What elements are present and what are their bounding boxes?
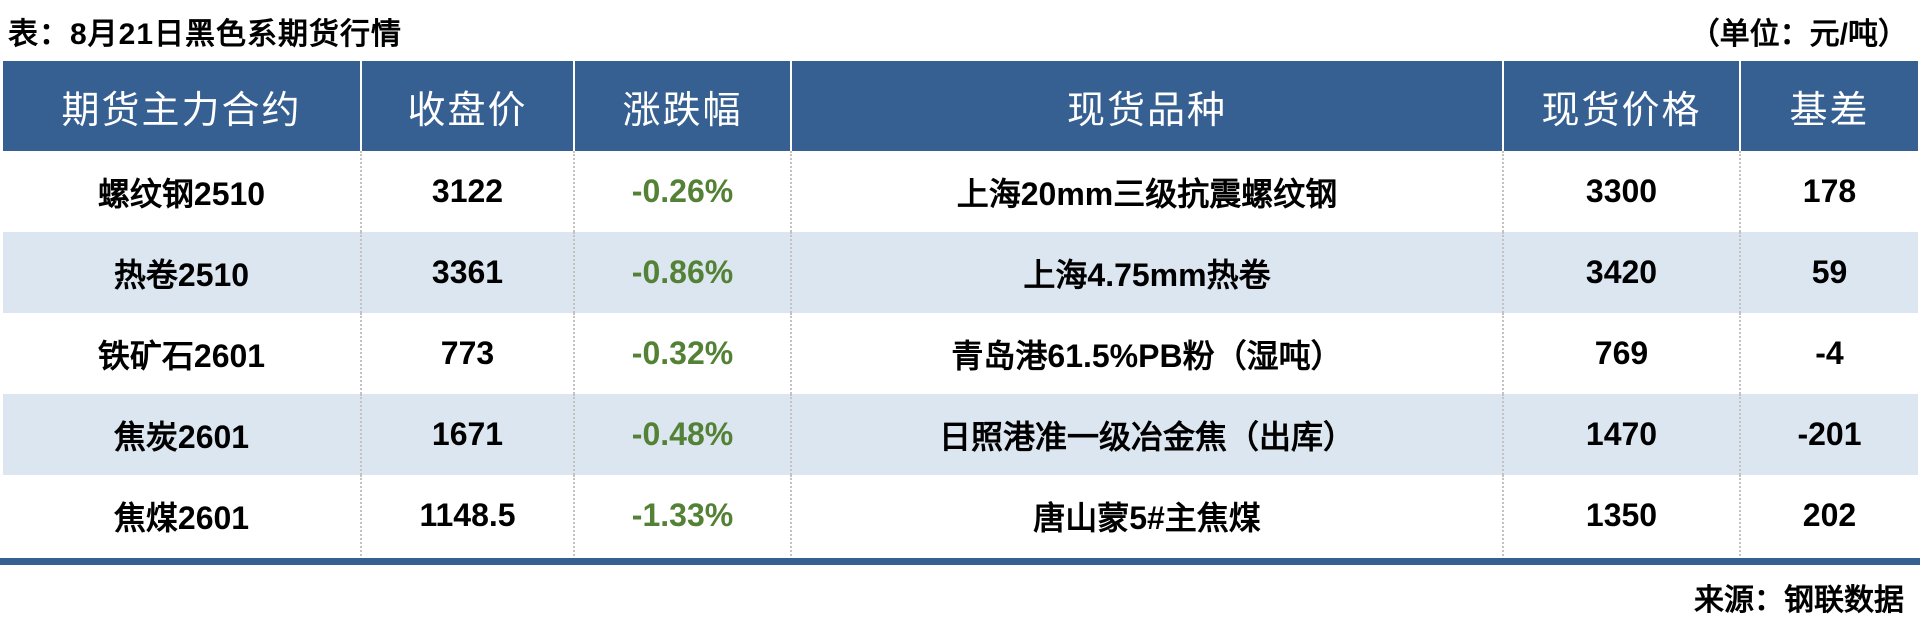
spot-cell: 日照港准一级冶金焦（出库）	[790, 394, 1502, 475]
source-label: 来源：钢联数据	[1694, 584, 1904, 617]
change-cell: -1.33%	[573, 475, 790, 556]
futures-table: 期货主力合约 收盘价 涨跌幅 现货品种 现货价格 基差 螺纹钢2510 3122…	[3, 61, 1918, 556]
spot-price-cell: 1350	[1502, 475, 1739, 556]
basis-cell: -4	[1739, 313, 1918, 394]
table-header-row: 期货主力合约 收盘价 涨跌幅 现货品种 现货价格 基差	[3, 61, 1918, 151]
spot-price-cell: 3420	[1502, 232, 1739, 313]
contract-cell: 焦炭2601	[113, 418, 250, 455]
column-header-close: 收盘价	[360, 61, 573, 151]
change-cell: -0.86%	[573, 232, 790, 313]
close-cell: 1148.5	[360, 475, 573, 556]
basis-cell: -201	[1739, 394, 1918, 475]
table-row: 焦煤2601 1148.5 -1.33% 唐山蒙5#主焦煤 1350 202	[3, 475, 1918, 556]
close-cell: 1671	[360, 394, 573, 475]
contract-cell: 螺纹钢2510	[97, 175, 266, 212]
column-header-change: 涨跌幅	[573, 61, 790, 151]
spot-cell: 唐山蒙5#主焦煤	[790, 475, 1502, 556]
title-bar: 表：8月21日黑色系期货行情 （单位：元/吨）	[0, 0, 1920, 61]
change-cell: -0.48%	[573, 394, 790, 475]
spot-cell: 青岛港61.5%PB粉（湿吨）	[790, 313, 1502, 394]
spot-price-cell: 1470	[1502, 394, 1739, 475]
page-title: 表：8月21日黑色系期货行情	[8, 17, 403, 51]
spot-cell: 上海4.75mm热卷	[790, 232, 1502, 313]
change-cell: -0.26%	[573, 151, 790, 232]
column-header-spot: 现货品种	[790, 61, 1502, 151]
unit-label: （单位：元/吨）	[1689, 17, 1908, 51]
bottom-accent-bar	[0, 558, 1920, 565]
basis-cell: 202	[1739, 475, 1918, 556]
column-header-basis: 基差	[1739, 61, 1918, 151]
basis-cell: 59	[1739, 232, 1918, 313]
spot-cell: 上海20mm三级抗震螺纹钢	[790, 151, 1502, 232]
spot-price-cell: 3300	[1502, 151, 1739, 232]
close-cell: 773	[360, 313, 573, 394]
table-row: 焦炭2601 1671 -0.48% 日照港准一级冶金焦（出库） 1470 -2…	[3, 394, 1918, 475]
basis-cell: 178	[1739, 151, 1918, 232]
column-header-spot-price: 现货价格	[1502, 61, 1739, 151]
contract-cell: 热卷2510	[113, 256, 250, 293]
close-cell: 3361	[360, 232, 573, 313]
contract-cell: 铁矿石2601	[97, 337, 266, 374]
table-row: 铁矿石2601 773 -0.32% 青岛港61.5%PB粉（湿吨） 769 -…	[3, 313, 1918, 394]
spot-price-cell: 769	[1502, 313, 1739, 394]
table-row: 螺纹钢2510 3122 -0.26% 上海20mm三级抗震螺纹钢 3300 1…	[3, 151, 1918, 232]
table-row: 热卷2510 3361 -0.86% 上海4.75mm热卷 3420 59	[3, 232, 1918, 313]
close-cell: 3122	[360, 151, 573, 232]
contract-cell: 焦煤2601	[113, 499, 250, 536]
change-cell: -0.32%	[573, 313, 790, 394]
column-header-contract: 期货主力合约	[61, 89, 302, 132]
